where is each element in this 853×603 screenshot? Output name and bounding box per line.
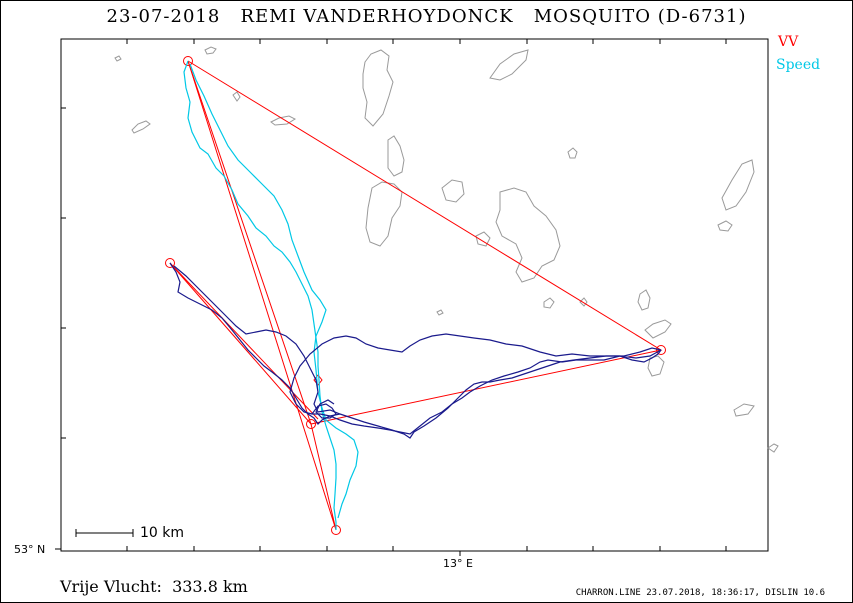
lake <box>489 49 529 81</box>
lake <box>644 319 672 339</box>
lake <box>717 220 733 232</box>
lake <box>365 181 403 247</box>
flight-track-speed <box>189 63 359 519</box>
legend-speed: Speed <box>776 57 821 73</box>
top-axis-ticks <box>126 39 727 44</box>
lake <box>567 147 578 159</box>
course-line <box>187 60 663 425</box>
lake <box>362 49 394 127</box>
flight-track-dark <box>311 399 337 419</box>
water-outlines <box>114 46 779 453</box>
flight-track-dark <box>289 333 662 435</box>
lake <box>733 403 755 417</box>
lake <box>204 46 217 55</box>
left-axis-ticks <box>55 107 66 550</box>
legend-vv: VV <box>778 34 799 50</box>
start-marker <box>313 374 323 386</box>
lake <box>387 135 405 177</box>
scale-bar <box>75 529 134 537</box>
bottom-axis-ticks <box>126 546 727 556</box>
lake <box>767 443 779 453</box>
turnpoints <box>165 56 666 535</box>
lake <box>270 115 297 126</box>
lake <box>232 91 241 102</box>
lake <box>475 231 491 247</box>
lake <box>436 309 444 316</box>
flight-track-dark <box>173 265 662 439</box>
turnpoint-marker <box>183 56 193 66</box>
flight-track-dark <box>169 262 341 425</box>
lake <box>441 179 465 203</box>
lake <box>543 297 555 309</box>
lake <box>495 187 561 283</box>
lake <box>637 289 651 311</box>
turnpoint-marker <box>306 419 316 429</box>
plot-area <box>60 38 769 552</box>
map-title: 23-07-2018 REMI VANDERHOYDONCK MOSQUITO … <box>106 6 747 27</box>
lake <box>647 355 665 377</box>
course-leg <box>169 262 319 420</box>
turnpoint-marker <box>656 345 666 355</box>
lake <box>131 120 151 134</box>
course-line-secondary <box>169 60 337 531</box>
flight-track-speed <box>183 60 337 530</box>
scale-bar-label: 10 km <box>140 525 185 541</box>
longitude-label: 13° E <box>443 557 473 570</box>
latitude-label: 53° N <box>14 543 46 556</box>
footer-info: CHARRON.LINE 23.07.2018, 18:36:17, DISLI… <box>575 588 825 598</box>
lake <box>114 55 122 62</box>
lake <box>579 297 588 307</box>
free-flight-distance: Vrije Vlucht: 333.8 km <box>60 577 248 596</box>
turnpoint-marker <box>165 258 175 268</box>
lake <box>721 159 755 211</box>
